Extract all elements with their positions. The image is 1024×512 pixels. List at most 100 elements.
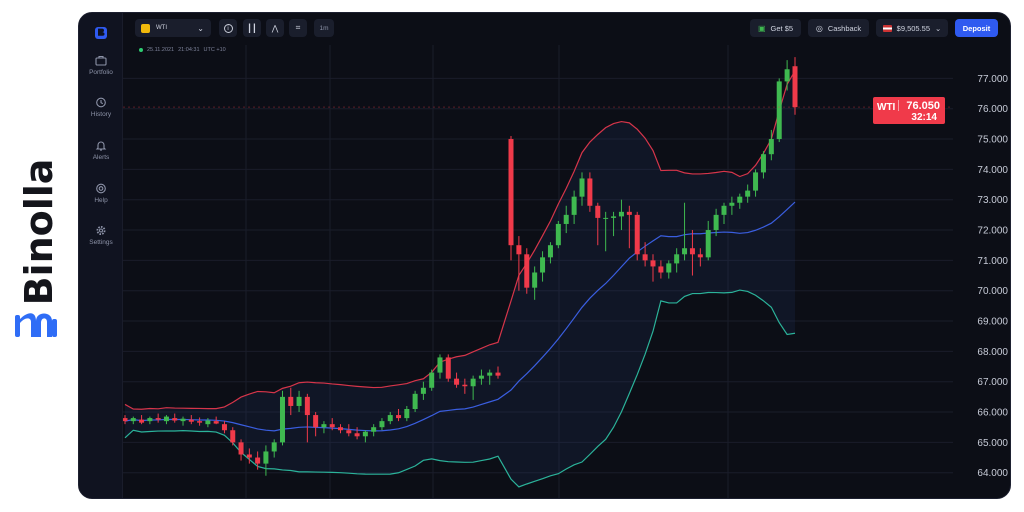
candle-body	[587, 178, 593, 206]
candle-body	[555, 223, 561, 246]
candle-body	[595, 205, 601, 218]
candle-body	[495, 372, 501, 376]
candle-body	[404, 409, 410, 419]
candle-body	[296, 396, 302, 406]
candle-body	[689, 248, 695, 255]
sidebar-item-history[interactable]: History	[79, 97, 123, 118]
candle-body	[674, 254, 680, 264]
current-price-tag: WTI 76.050 32:14	[873, 97, 945, 124]
lower-band-line	[124, 289, 796, 488]
gear-icon	[96, 226, 106, 235]
candle-body	[540, 257, 546, 273]
expiry-timer: 32:14	[911, 112, 937, 123]
y-tick-label: 73.000	[977, 195, 1008, 206]
sidebar-item-alerts[interactable]: Alerts	[79, 140, 123, 161]
clock-icon	[96, 97, 106, 108]
bell-icon	[95, 141, 107, 151]
y-tick-label: 67.000	[977, 377, 1008, 388]
sidebar-item-label: Alerts	[92, 154, 110, 161]
cashback-icon: ◎	[815, 23, 823, 33]
candle-body	[263, 451, 269, 464]
candle-body	[737, 196, 743, 203]
sidebar-item-help[interactable]: Help	[79, 183, 123, 204]
candle-body	[532, 272, 538, 288]
candle-body	[729, 202, 735, 206]
trading-window: Portfolio History Alerts Help Settings W…	[78, 12, 1011, 499]
price-tag-symbol: WTI	[877, 102, 896, 113]
candle-body	[682, 248, 688, 255]
brand-name: Binolla	[17, 158, 61, 306]
candle-body	[713, 214, 719, 231]
candle-body	[155, 418, 161, 420]
candle-body	[271, 442, 277, 452]
asset-selector[interactable]: WTI ⌄	[135, 19, 211, 37]
candle-body	[396, 415, 402, 419]
candle-body	[563, 214, 569, 224]
balance-selector[interactable]: $9,505.55 ⌄	[876, 19, 948, 37]
sidebar-item-label: History	[90, 111, 112, 118]
y-tick-label: 66.000	[977, 408, 1008, 419]
brand-watermark: Binolla	[0, 0, 78, 512]
drawing-tools-button[interactable]: ⋀	[266, 19, 284, 37]
sidebar-item-label: Portfolio	[89, 69, 113, 76]
candle-body	[437, 357, 443, 373]
candle-body	[205, 420, 211, 425]
cashback-label: Cashback	[827, 23, 862, 33]
sidebar-item-settings[interactable]: Settings	[79, 225, 123, 246]
y-tick-label: 64.000	[977, 468, 1008, 479]
info-icon: i	[223, 23, 233, 33]
candle-body	[429, 372, 435, 388]
info-button[interactable]: i	[219, 19, 237, 37]
y-tick-label: 69.000	[977, 317, 1008, 328]
candle-body	[163, 416, 169, 422]
candle-body	[445, 357, 451, 379]
bonus-button[interactable]: ▣ Get $5	[750, 19, 801, 37]
candle-body	[255, 457, 261, 464]
timeframe-selector[interactable]: 1m	[314, 19, 334, 37]
y-tick-label: 68.000	[977, 347, 1008, 358]
candle-body	[760, 154, 766, 173]
chart-timezone: UTC +10	[203, 47, 226, 53]
chevron-down-icon: ⌄	[197, 23, 204, 33]
candle-body	[313, 415, 319, 428]
candle-body	[238, 442, 244, 455]
candle-body	[579, 178, 585, 197]
middle-band-line	[124, 201, 796, 432]
candle-body	[784, 69, 790, 82]
y-tick-label: 76.000	[977, 104, 1008, 115]
candle-body	[197, 421, 203, 423]
candle-body	[379, 421, 385, 428]
candle-body	[470, 378, 476, 387]
sidebar-item-portfolio[interactable]: Portfolio	[79, 55, 123, 76]
deposit-button[interactable]: Deposit	[955, 19, 998, 37]
candle-body	[338, 427, 344, 431]
candle-body	[329, 424, 335, 428]
deposit-label: Deposit	[962, 23, 991, 33]
chevron-down-icon: ⌄	[935, 23, 942, 33]
candle-body	[705, 230, 711, 258]
gift-icon: ▣	[757, 23, 766, 33]
lifebuoy-icon	[96, 183, 106, 194]
draw-icon: ⋀	[271, 23, 279, 33]
chart-type-button[interactable]: ┃┃	[243, 19, 261, 37]
price-chart[interactable]: 77.000 76.000 75.000 74.000 73.000 72.000 71.0…	[123, 45, 1011, 499]
candle-body	[508, 139, 514, 246]
candle-body	[792, 66, 798, 108]
app-logo-icon[interactable]	[94, 26, 108, 40]
candle-body	[188, 419, 194, 422]
indicators-button[interactable]: ⌗	[289, 19, 307, 37]
y-tick-label: 72.000	[977, 226, 1008, 237]
y-tick-label: 71.000	[977, 256, 1008, 267]
candle-body	[524, 254, 530, 288]
chart-time: 21:04:31	[178, 47, 200, 53]
candle-body	[246, 454, 252, 458]
candle-body	[387, 415, 393, 422]
sidebar-item-label: Help	[94, 197, 108, 204]
y-tick-label: 70.000	[977, 286, 1008, 297]
candle-body	[180, 418, 186, 422]
binolla-logo-icon	[15, 313, 57, 337]
candle-body	[147, 418, 153, 422]
upper-band-line	[124, 70, 796, 410]
sidebar-item-label: Settings	[89, 239, 113, 246]
cashback-button[interactable]: ◎ Cashback	[808, 19, 869, 37]
